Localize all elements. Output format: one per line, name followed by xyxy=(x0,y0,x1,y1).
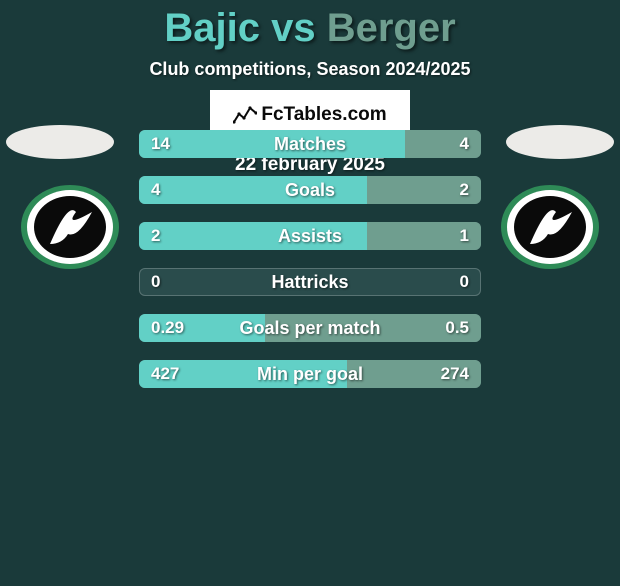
stat-bar: Hattricks0 0 xyxy=(139,268,481,296)
stat-bar-right-segment xyxy=(347,360,481,388)
club-logo-right xyxy=(500,184,600,270)
fctables-icon xyxy=(233,104,257,126)
stat-bar-left-segment xyxy=(139,176,367,204)
subtitle: Club competitions, Season 2024/2025 xyxy=(0,59,620,80)
stat-bar-left-segment xyxy=(139,314,265,342)
stat-bar-left-segment xyxy=(139,130,405,158)
stat-bar: Goals per match0.290.5 xyxy=(139,314,481,342)
stat-bar: Min per goal427274 xyxy=(139,360,481,388)
stat-bar-right-segment xyxy=(367,222,481,250)
stat-bar-right-segment xyxy=(265,314,481,342)
title-left: Bajic xyxy=(164,6,260,50)
stat-bar-left-segment xyxy=(139,222,367,250)
stat-bar: Matches144 xyxy=(139,130,481,158)
stat-bar-right-value: 0 xyxy=(460,268,469,296)
player-left-photo-placeholder xyxy=(6,125,114,159)
stat-bar: Goals42 xyxy=(139,176,481,204)
page-title: Bajic vs Berger xyxy=(0,6,620,51)
stat-bar-right-segment xyxy=(367,176,481,204)
club-logo-left xyxy=(20,184,120,270)
stat-bar-left-segment xyxy=(139,360,347,388)
stat-bar-label: Hattricks xyxy=(139,268,481,296)
stat-bar: Assists21 xyxy=(139,222,481,250)
title-vs: vs xyxy=(271,6,316,50)
title-right: Berger xyxy=(327,6,456,50)
comparison-bars: Matches144 Goals42 Assists21 Hattricks0 0 Goa… xyxy=(139,130,481,406)
fctables-label: FcTables.com xyxy=(261,104,386,126)
stat-bar-right-segment xyxy=(405,130,481,158)
player-right-photo-placeholder xyxy=(506,125,614,159)
stat-bar-left-value: 0 xyxy=(151,268,160,296)
